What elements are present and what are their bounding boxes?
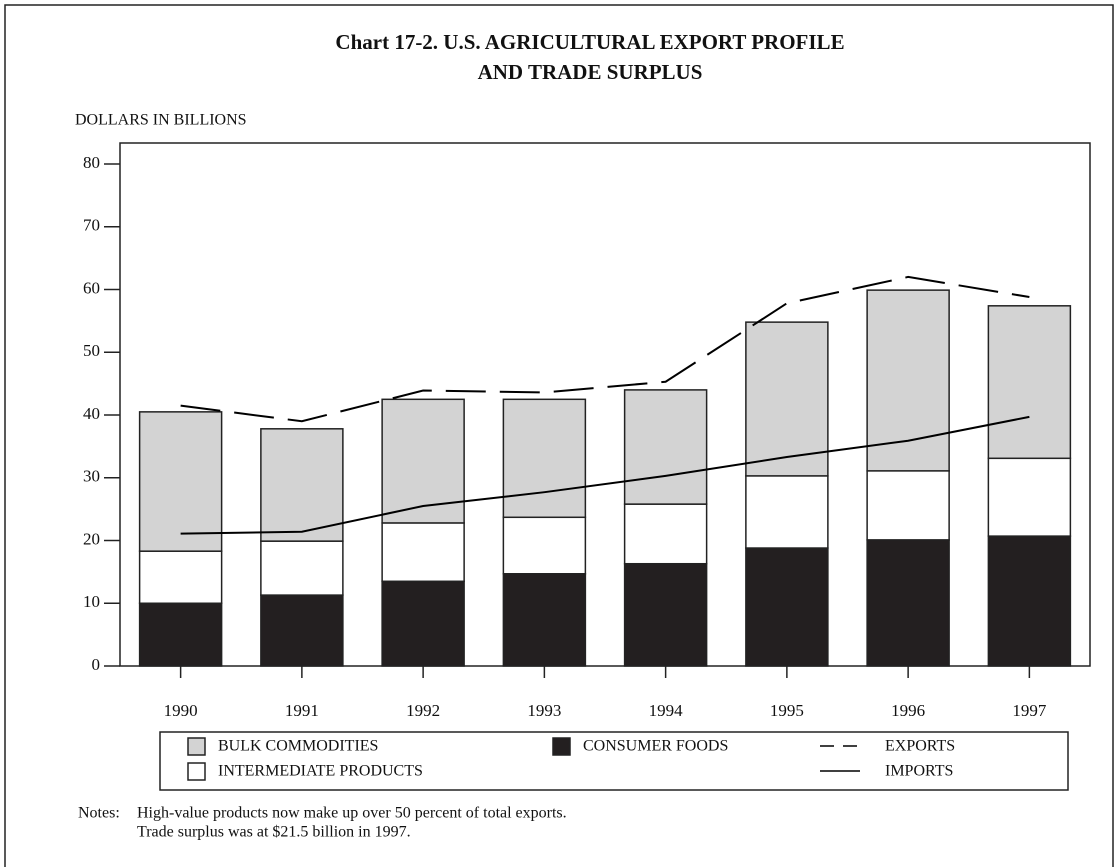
plot-area	[119, 142, 1091, 667]
bar	[138, 602, 223, 667]
x-tick-label: 1990	[164, 701, 198, 720]
line	[180, 415, 1030, 535]
bar	[866, 470, 950, 541]
x-tick-label: 1991	[285, 701, 319, 720]
y-axis-label: DOLLARS IN BILLIONS	[75, 112, 247, 129]
legend-swatch	[552, 737, 571, 756]
legend-label: INTERMEDIATE PRODUCTS	[218, 763, 423, 780]
bar	[138, 550, 223, 604]
bar	[745, 547, 829, 667]
y-tick-label: 40	[83, 404, 100, 423]
bar	[381, 580, 465, 667]
y-tick-label: 20	[83, 529, 100, 548]
bar	[502, 398, 587, 519]
y-tick-label: 60	[83, 278, 100, 297]
bar	[987, 535, 1072, 667]
legend	[159, 731, 1069, 791]
bar	[623, 562, 708, 667]
note: High-value products now make up over 50 …	[137, 805, 567, 822]
bar	[623, 389, 708, 505]
bar	[138, 411, 223, 552]
legend-swatch	[187, 737, 206, 756]
x-tick-label: 1993	[527, 701, 561, 720]
chart-title: AND TRADE SURPLUS	[478, 60, 703, 84]
bar	[260, 428, 344, 542]
bar	[866, 539, 950, 667]
legend-label: IMPORTS	[885, 763, 953, 780]
bar	[502, 516, 587, 575]
y-tick-label: 0	[92, 655, 101, 674]
legend-swatch	[187, 762, 206, 781]
y-tick-label: 10	[83, 592, 100, 611]
legend-label: CONSUMER FOODS	[583, 738, 728, 755]
y-tick-label: 50	[83, 341, 100, 360]
bar	[987, 457, 1072, 537]
bar	[260, 594, 344, 667]
bar	[260, 540, 344, 596]
y-tick-label: 70	[83, 216, 100, 235]
bar	[745, 321, 829, 477]
x-tick-label: 1992	[406, 701, 440, 720]
bar	[623, 503, 708, 565]
chart-title: Chart 17-2. U.S. AGRICULTURAL EXPORT PRO…	[335, 30, 844, 54]
legend-label: BULK COMMODITIES	[218, 738, 378, 755]
y-tick-label: 30	[83, 467, 100, 486]
bar	[502, 573, 587, 667]
x-tick-label: 1994	[649, 701, 684, 720]
legend-label: EXPORTS	[885, 738, 955, 755]
note: Trade surplus was at $21.5 billion in 19…	[137, 824, 411, 841]
bar	[381, 398, 465, 524]
notes-label: Notes:	[78, 805, 120, 822]
bar	[381, 522, 465, 583]
frame	[4, 4, 1114, 867]
y-tick-label: 80	[83, 153, 100, 172]
x-tick-label: 1997	[1012, 701, 1047, 720]
bar	[745, 475, 829, 549]
bar	[987, 305, 1072, 460]
x-tick-label: 1995	[770, 701, 804, 720]
x-tick-label: 1996	[891, 701, 925, 720]
line	[180, 275, 1030, 423]
